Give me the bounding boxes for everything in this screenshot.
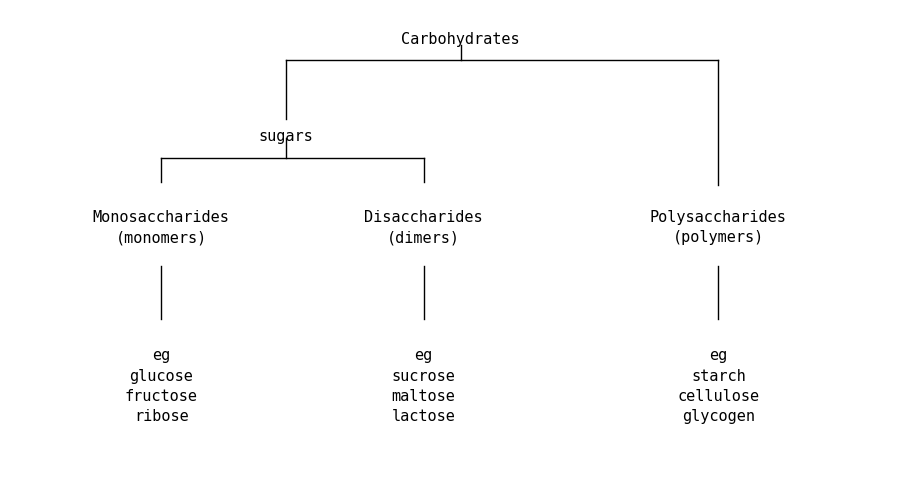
Text: eg
starch
cellulose
glycogen: eg starch cellulose glycogen	[677, 347, 760, 424]
Text: Polysaccharides
(polymers): Polysaccharides (polymers)	[650, 209, 787, 244]
Text: sugars: sugars	[258, 129, 313, 144]
Text: Monosaccharides
(monomers): Monosaccharides (monomers)	[93, 209, 229, 244]
Text: Disaccharides
(dimers): Disaccharides (dimers)	[365, 209, 483, 244]
Text: eg
sucrose
maltose
lactose: eg sucrose maltose lactose	[391, 347, 456, 424]
Text: eg
glucose
fructose
ribose: eg glucose fructose ribose	[124, 347, 198, 424]
Text: Carbohydrates: Carbohydrates	[402, 32, 519, 46]
